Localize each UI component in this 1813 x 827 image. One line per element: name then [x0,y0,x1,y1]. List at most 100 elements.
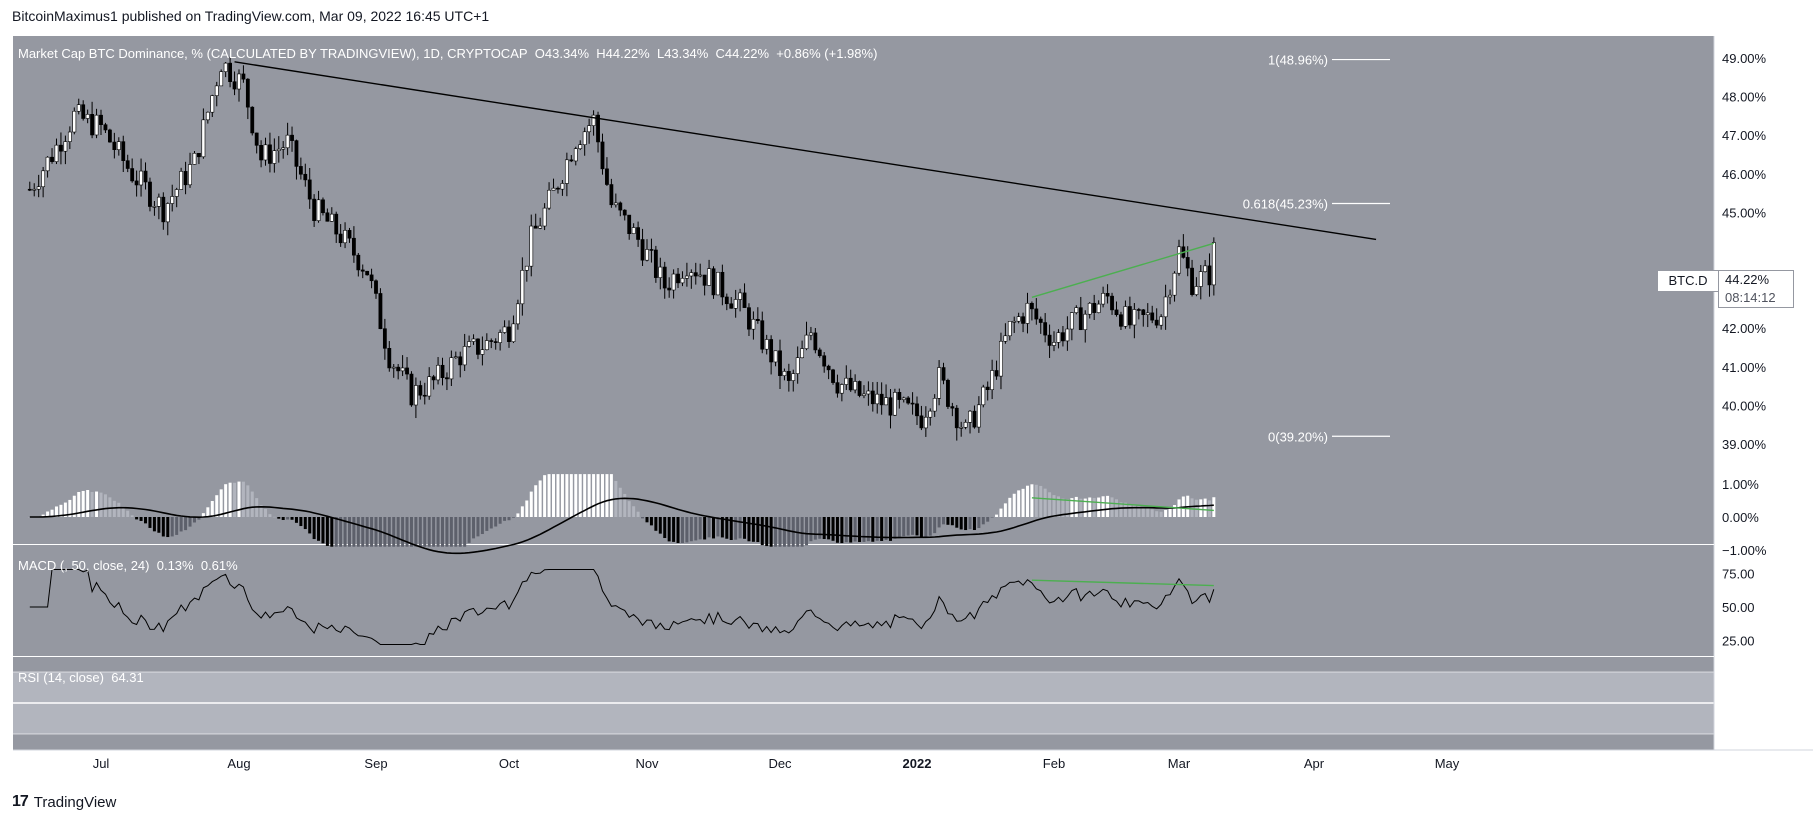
macd-histogram-bar [206,507,210,517]
candle-body [985,386,990,390]
candle-body [476,338,480,355]
macd-histogram-bar [543,475,547,517]
footer-brand[interactable]: 17 TradingView [12,793,116,811]
candle-body [866,390,871,395]
macd-histogram-bar [672,517,676,542]
macd-histogram-bar [1052,495,1056,517]
macd-histogram-bar [1079,498,1083,517]
candle-body [795,357,800,374]
macd-histogram-bar [1190,498,1194,517]
candle-body [63,141,68,152]
macd-histogram-bar [246,485,250,517]
macd-histogram-bar [1070,498,1074,517]
macd-histogram-bar [609,474,613,517]
candle-body [237,73,241,90]
candle-body [645,249,649,261]
macd-histogram-bar [317,517,321,541]
candle-body [303,173,308,181]
macd-histogram-bar [822,517,826,540]
candle-body [507,326,511,343]
macd-histogram-bar [999,508,1003,517]
candle-body [928,410,933,418]
macd-histogram-bar [964,517,968,531]
macd-histogram-bar [972,517,976,531]
macd-histogram-bar [977,517,981,529]
macd-histogram-bar [574,474,578,517]
candle-body [32,188,37,191]
candle-body [627,214,632,234]
macd-histogram-bar [418,517,422,547]
candle-body [431,376,436,381]
bar-countdown: 08:14:12 [1725,290,1776,305]
macd-histogram-bar [986,517,990,522]
candle-body [418,385,423,396]
candle-body [538,225,543,229]
candle-body [520,270,525,305]
candle-body [307,179,312,200]
candle-body [786,371,791,381]
macd-histogram-bar [592,474,596,517]
candle-body [1207,265,1212,286]
symbol-legend[interactable]: Market Cap BTC Dominance, % (CALCULATED … [18,46,877,61]
candle-body [839,384,844,394]
candle-body [932,398,937,412]
macd-histogram-bar [1150,509,1154,517]
candle-body [268,144,272,164]
candle-body [662,266,667,289]
macd-histogram-bar [286,517,290,520]
candle-body [511,323,516,343]
ticker-badge[interactable]: BTC.D [1657,270,1719,292]
macd-histogram-bar [126,510,130,517]
candle-body [72,110,77,133]
candle-body [210,95,215,113]
macd-histogram-bar [144,517,148,524]
y-tick-label: 42.00% [1722,321,1767,336]
macd-legend[interactable]: MACD (, 50, close, 24) 0.13% 0.61% [18,558,238,573]
candle-body [409,373,414,406]
macd-histogram-bar [658,517,662,534]
macd-histogram-bar [77,491,81,517]
candle-body [698,274,703,277]
macd-histogram-bar [738,517,742,539]
macd-histogram-bar [942,517,946,525]
candle-body [1038,318,1043,323]
candle-body [702,274,707,286]
macd-histogram-bar [272,516,276,518]
candle-body [201,119,206,158]
rsi-y-tick-label: 50.00 [1722,600,1755,615]
candle-body [489,340,494,342]
candle-body [179,171,184,190]
macd-histogram-bar [219,489,223,517]
candle-body [1069,312,1074,330]
price-pane[interactable] [13,36,1714,544]
candle-body [1065,328,1070,342]
macd-histogram-bar [59,504,63,517]
candle-body [440,364,445,378]
macd-histogram-bar [356,517,360,547]
candle-body [347,230,352,239]
macd-histogram-bar [959,517,963,530]
y-tick-label: 48.00% [1722,90,1767,105]
candle-body [742,292,747,308]
macd-histogram-bar [831,517,835,541]
rsi-legend[interactable]: RSI (14, close) 64.31 [18,670,144,685]
candle-body [778,350,782,376]
candle-body [963,422,968,428]
macd-histogram-bar [596,474,600,517]
last-price-badge[interactable]: 44.22% 08:14:12 [1718,270,1794,308]
candle-body [1092,302,1097,313]
ticker-label: BTC.D [1668,273,1708,288]
macd-histogram-bar [72,495,76,517]
candle-body [134,180,139,186]
x-tick-label: Nov [635,756,659,771]
candle-body [405,367,409,375]
macd-histogram-bar [565,474,569,517]
macd-pane[interactable] [13,545,1714,656]
macd-histogram-bar [840,517,844,544]
macd-histogram-bar [716,517,720,537]
candle-body [1154,319,1159,326]
macd-histogram-bar [383,517,387,547]
candle-body [1052,342,1056,346]
candle-body [516,303,520,325]
